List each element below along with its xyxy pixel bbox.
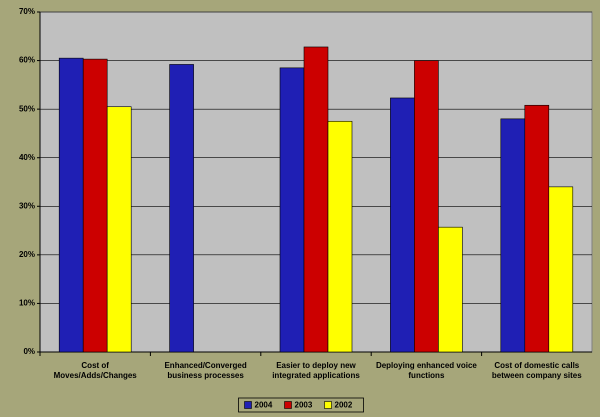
legend-swatch bbox=[324, 401, 332, 409]
legend-label: 2002 bbox=[335, 401, 353, 410]
x-tick-label: Cost of domestic calls bbox=[494, 361, 579, 370]
bar bbox=[106, 106, 132, 353]
y-tick-label: 0% bbox=[23, 347, 35, 356]
y-tick-label: 20% bbox=[19, 250, 35, 259]
bar bbox=[58, 57, 84, 353]
x-tick-label: between company sites bbox=[492, 371, 582, 380]
y-tick-label: 70% bbox=[19, 7, 35, 16]
legend-box bbox=[238, 397, 364, 413]
bar bbox=[390, 97, 415, 353]
bar bbox=[438, 226, 463, 353]
bar bbox=[303, 46, 329, 353]
y-tick-label: 40% bbox=[19, 153, 35, 162]
y-tick-label: 60% bbox=[19, 56, 35, 65]
x-tick-label: Easier to deploy new bbox=[276, 361, 356, 370]
x-tick-label: business processes bbox=[167, 371, 244, 380]
bar bbox=[169, 64, 194, 353]
bar bbox=[327, 120, 353, 353]
x-tick-label: Cost of bbox=[81, 361, 109, 370]
legend-swatch bbox=[244, 401, 252, 409]
bar bbox=[414, 60, 439, 353]
x-tick-label: Moves/Adds/Changes bbox=[54, 371, 138, 380]
y-tick-label: 30% bbox=[19, 201, 35, 210]
legend-label: 2004 bbox=[255, 401, 273, 410]
y-tick-label: 10% bbox=[19, 299, 35, 308]
y-tick-label: 50% bbox=[19, 104, 35, 113]
x-tick-label: functions bbox=[408, 371, 445, 380]
bar bbox=[548, 186, 574, 353]
x-tick-label: Deploying enhanced voice bbox=[376, 361, 477, 370]
bar bbox=[524, 104, 550, 353]
bar bbox=[82, 58, 108, 353]
bar bbox=[279, 67, 305, 353]
legend-swatch bbox=[284, 401, 292, 409]
x-tick-label: integrated applications bbox=[272, 371, 360, 380]
x-tick-label: Enhanced/Converged bbox=[164, 361, 246, 370]
bar bbox=[500, 118, 526, 353]
legend-label: 2003 bbox=[295, 401, 313, 410]
